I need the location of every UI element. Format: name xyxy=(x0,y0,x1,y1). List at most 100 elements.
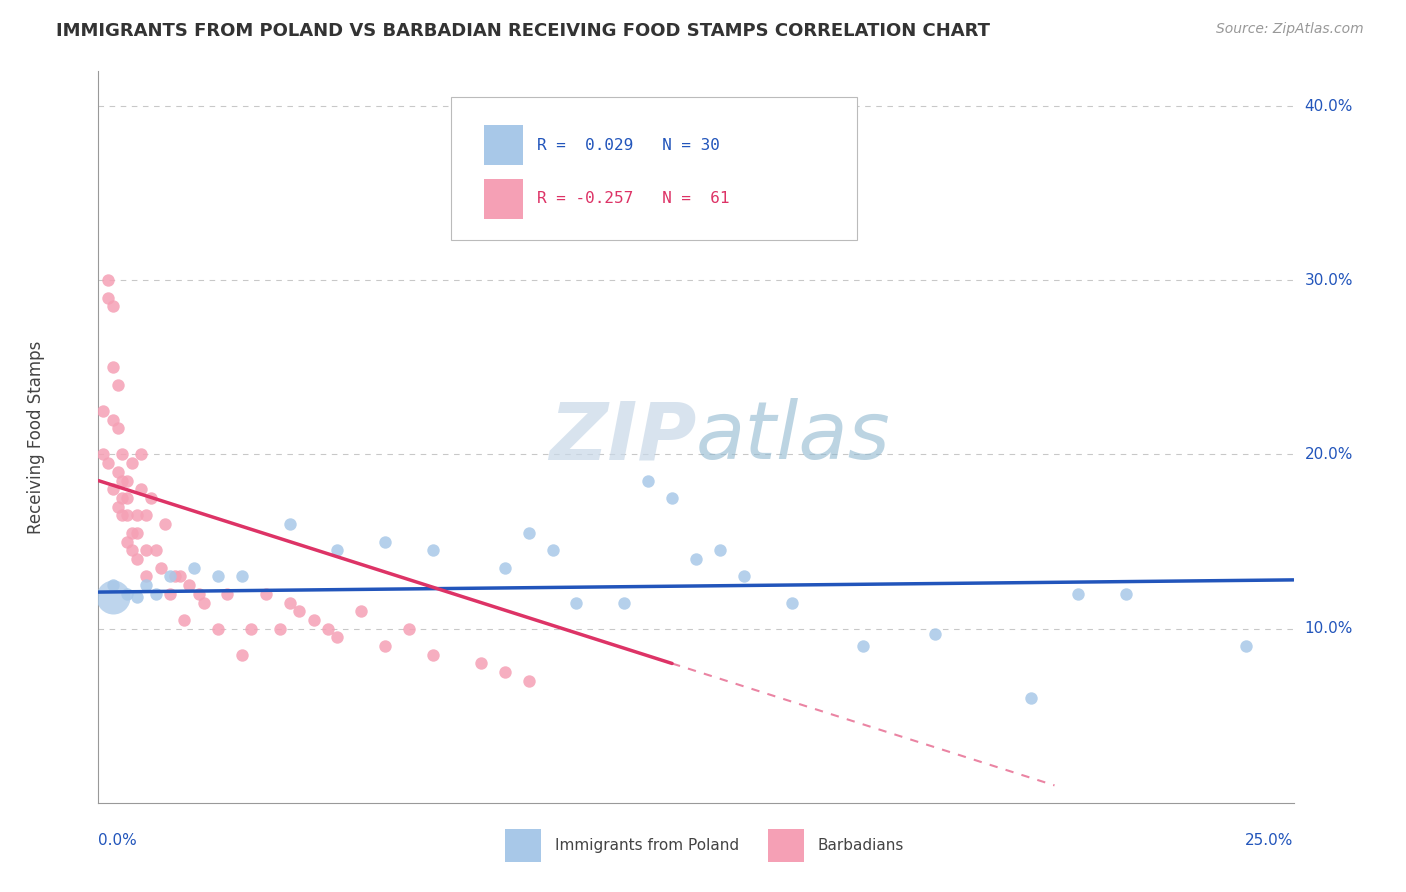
Text: Immigrants from Poland: Immigrants from Poland xyxy=(555,838,740,853)
Point xyxy=(135,543,157,558)
Point xyxy=(115,491,138,505)
Point xyxy=(326,631,349,645)
Point xyxy=(852,639,875,653)
Point xyxy=(179,578,201,592)
Point xyxy=(187,587,209,601)
Point xyxy=(135,508,157,523)
Point xyxy=(115,534,138,549)
Text: IMMIGRANTS FROM POLAND VS BARBADIAN RECEIVING FOOD STAMPS CORRELATION CHART: IMMIGRANTS FROM POLAND VS BARBADIAN RECE… xyxy=(56,22,990,40)
Bar xyxy=(505,829,541,862)
Point xyxy=(101,300,124,314)
Point xyxy=(135,578,157,592)
Point xyxy=(139,491,162,505)
Point xyxy=(207,622,229,636)
Point xyxy=(517,525,540,540)
Point xyxy=(115,474,138,488)
Point xyxy=(91,448,114,462)
Point xyxy=(1067,587,1090,601)
Text: 10.0%: 10.0% xyxy=(1305,621,1353,636)
Point xyxy=(780,595,803,609)
Text: 25.0%: 25.0% xyxy=(1246,833,1294,848)
Point xyxy=(101,483,124,497)
Point xyxy=(125,591,148,605)
Point xyxy=(288,604,311,618)
Text: Barbadians: Barbadians xyxy=(818,838,904,853)
Point xyxy=(107,377,129,392)
Point xyxy=(733,569,755,583)
Point xyxy=(111,508,134,523)
Point xyxy=(121,525,143,540)
Point xyxy=(316,622,339,636)
Point xyxy=(173,613,195,627)
Point xyxy=(97,456,120,470)
Point xyxy=(121,456,143,470)
Point xyxy=(541,543,564,558)
Point xyxy=(115,508,138,523)
Point xyxy=(422,543,444,558)
Text: ZIP: ZIP xyxy=(548,398,696,476)
Point xyxy=(125,552,148,566)
Point xyxy=(240,622,263,636)
Point xyxy=(145,587,167,601)
Point xyxy=(565,595,588,609)
Point xyxy=(111,491,134,505)
Point xyxy=(155,517,177,532)
Point xyxy=(637,474,659,488)
Point xyxy=(231,648,253,662)
Point xyxy=(661,491,683,505)
Point xyxy=(254,587,277,601)
Point xyxy=(107,421,129,435)
Point xyxy=(183,560,205,574)
Point xyxy=(350,604,373,618)
Point xyxy=(685,552,707,566)
Text: 40.0%: 40.0% xyxy=(1305,99,1353,113)
Point xyxy=(97,273,120,287)
Point xyxy=(217,587,239,601)
Point xyxy=(159,569,181,583)
Text: R =  0.029   N = 30: R = 0.029 N = 30 xyxy=(537,137,720,153)
Point xyxy=(709,543,731,558)
Point xyxy=(101,412,124,426)
Point xyxy=(517,673,540,688)
Point xyxy=(159,587,181,601)
Point xyxy=(131,448,153,462)
Point xyxy=(1115,587,1137,601)
Text: Source: ZipAtlas.com: Source: ZipAtlas.com xyxy=(1216,22,1364,37)
Point xyxy=(398,622,420,636)
Bar xyxy=(768,829,804,862)
Text: 20.0%: 20.0% xyxy=(1305,447,1353,462)
Text: atlas: atlas xyxy=(696,398,891,476)
Point xyxy=(101,578,124,592)
Point xyxy=(278,595,301,609)
Point xyxy=(1234,639,1257,653)
Text: Receiving Food Stamps: Receiving Food Stamps xyxy=(27,341,45,533)
Point xyxy=(111,474,134,488)
Point xyxy=(135,569,157,583)
Point xyxy=(207,569,229,583)
Point xyxy=(101,360,124,375)
Point xyxy=(107,465,129,479)
FancyBboxPatch shape xyxy=(451,97,858,240)
Point xyxy=(115,587,138,601)
Point xyxy=(470,657,492,671)
Point xyxy=(613,595,636,609)
Point xyxy=(193,595,215,609)
Point xyxy=(302,613,325,627)
Point xyxy=(494,665,516,680)
Point xyxy=(494,560,516,574)
Point xyxy=(326,543,349,558)
Text: 30.0%: 30.0% xyxy=(1305,273,1353,288)
Point xyxy=(169,569,191,583)
Point xyxy=(101,591,124,605)
Point xyxy=(163,569,186,583)
Point xyxy=(145,543,167,558)
Point xyxy=(278,517,301,532)
Point xyxy=(121,543,143,558)
Point xyxy=(924,627,946,641)
Point xyxy=(111,448,134,462)
Point xyxy=(374,639,396,653)
Point xyxy=(125,508,148,523)
Point xyxy=(1019,691,1042,706)
Point xyxy=(149,560,172,574)
Text: 0.0%: 0.0% xyxy=(98,833,138,848)
